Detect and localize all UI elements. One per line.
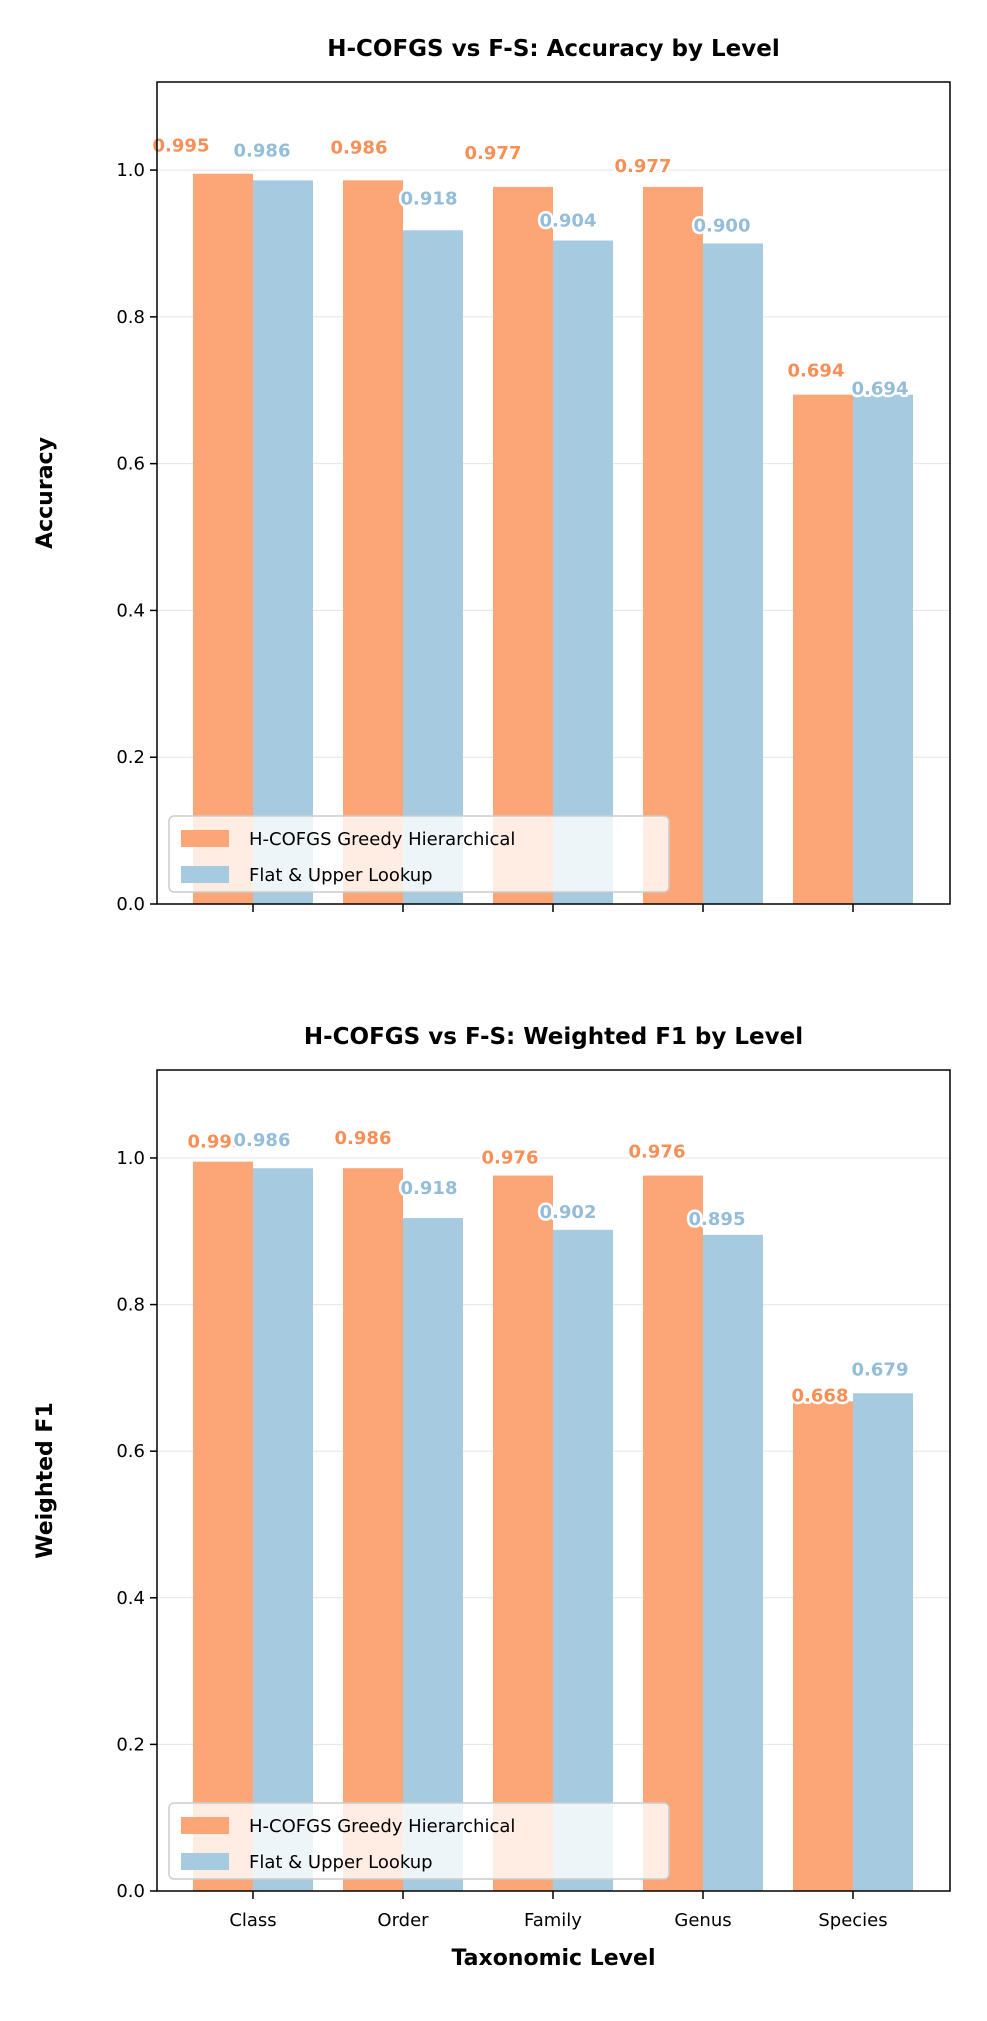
y-axis-label: Accuracy xyxy=(33,437,58,549)
y-tick-label: 0.2 xyxy=(116,747,145,768)
legend: H-COFGS Greedy Hierarchical Flat & Upper … xyxy=(168,815,670,893)
legend-swatch xyxy=(181,866,229,883)
legend-label: H-COFGS Greedy Hierarchical xyxy=(249,1816,515,1837)
y-tick-label: 0.2 xyxy=(116,1734,145,1755)
bar-flat-species xyxy=(853,394,913,904)
y-tick-label: 0.4 xyxy=(116,600,145,621)
bar-flat-class xyxy=(253,1168,313,1891)
plot-frame xyxy=(156,1069,951,1892)
data-label: 0.918 xyxy=(401,1178,458,1199)
y-tick-label: 1.0 xyxy=(116,1148,145,1169)
y-axis-label: Weighted F1 xyxy=(33,1402,58,1559)
legend-swatch xyxy=(181,1817,229,1834)
plot-frame xyxy=(156,81,951,905)
bar-hcofgs-family xyxy=(493,186,553,904)
legend-label: Flat & Upper Lookup xyxy=(249,1852,433,1873)
y-tick-label: 0.0 xyxy=(116,1881,145,1902)
bar-flat-family xyxy=(553,240,613,904)
legend-swatch xyxy=(181,1853,229,1870)
bar-hcofgs-order xyxy=(343,1168,403,1891)
data-label: 0.895 xyxy=(689,1209,746,1230)
bar-flat-family xyxy=(553,1229,613,1891)
chart-accuracy: 0.0 0.2 0.4 0.6 0.8 1.0 0.995 0.986 0.977 0.977 0.… xyxy=(33,36,951,915)
data-label: 0.995 xyxy=(188,1132,245,1153)
x-tick-label: Order xyxy=(377,1910,429,1931)
legend-label: Flat & Upper Lookup xyxy=(249,865,433,886)
bar-hcofgs-genus xyxy=(643,186,703,904)
x-axis-label: Taxonomic Level xyxy=(451,1946,655,1971)
legend: H-COFGS Greedy Hierarchical Flat & Upper … xyxy=(168,1802,670,1880)
bar-hcofgs-family xyxy=(493,1175,553,1891)
x-tick-label: Family xyxy=(524,1910,582,1931)
legend-box xyxy=(168,815,670,893)
chart-title: H-COFGS vs F-S: Accuracy by Level xyxy=(327,36,780,62)
bar-hcofgs-class xyxy=(193,1161,253,1891)
y-tick-label: 0.6 xyxy=(116,1441,145,1462)
bar-hcofgs-species xyxy=(793,394,853,904)
data-label: 0.679 xyxy=(852,1359,909,1380)
legend-label: H-COFGS Greedy Hierarchical xyxy=(249,829,515,850)
y-tick-label: 0.0 xyxy=(116,894,145,915)
y-tick-label: 0.4 xyxy=(116,1588,145,1609)
data-label: 0.986 xyxy=(234,140,291,161)
data-label: 0.902 xyxy=(540,1202,597,1223)
y-tick-label: 0.8 xyxy=(116,1295,145,1316)
data-label: 0.904 xyxy=(540,211,597,232)
data-label: 0.986 xyxy=(331,137,388,158)
bar-flat-class xyxy=(253,180,313,904)
data-label: 0.977 xyxy=(615,156,672,177)
data-label: 0.977 xyxy=(465,143,522,164)
data-label: 0.976 xyxy=(482,1148,539,1169)
data-label: 0.995 xyxy=(153,136,210,157)
y-tick-label: 0.6 xyxy=(116,454,145,475)
chart-title: H-COFGS vs F-S: Weighted F1 by Level xyxy=(304,1024,803,1050)
data-label: 0.986 xyxy=(234,1130,291,1151)
bar-hcofgs-species xyxy=(793,1401,853,1891)
legend-swatch xyxy=(181,830,229,847)
legend-box xyxy=(168,1802,670,1880)
data-label: 0.694 xyxy=(852,379,909,400)
bar-flat-order xyxy=(403,1218,463,1891)
data-label: 0.986 xyxy=(335,1128,392,1149)
bar-hcofgs-class xyxy=(193,173,253,904)
data-label: 0.694 xyxy=(788,361,845,382)
y-tick-label: 0.8 xyxy=(116,307,145,328)
x-tick-label: Species xyxy=(818,1910,887,1931)
bar-flat-genus xyxy=(703,1234,763,1891)
bar-hcofgs-order xyxy=(343,180,403,904)
bar-flat-order xyxy=(403,230,463,905)
x-tick-label: Class xyxy=(229,1910,276,1931)
x-tick-label: Genus xyxy=(674,1910,731,1931)
bar-flat-species xyxy=(853,1393,913,1891)
data-label: 0.976 xyxy=(629,1142,686,1163)
bar-flat-genus xyxy=(703,243,763,904)
bar-hcofgs-genus xyxy=(643,1175,703,1891)
y-tick-label: 1.0 xyxy=(116,160,145,181)
data-label: 0.918 xyxy=(401,188,458,209)
data-label: 0.900 xyxy=(694,215,751,236)
data-label: 0.668 xyxy=(792,1385,849,1406)
